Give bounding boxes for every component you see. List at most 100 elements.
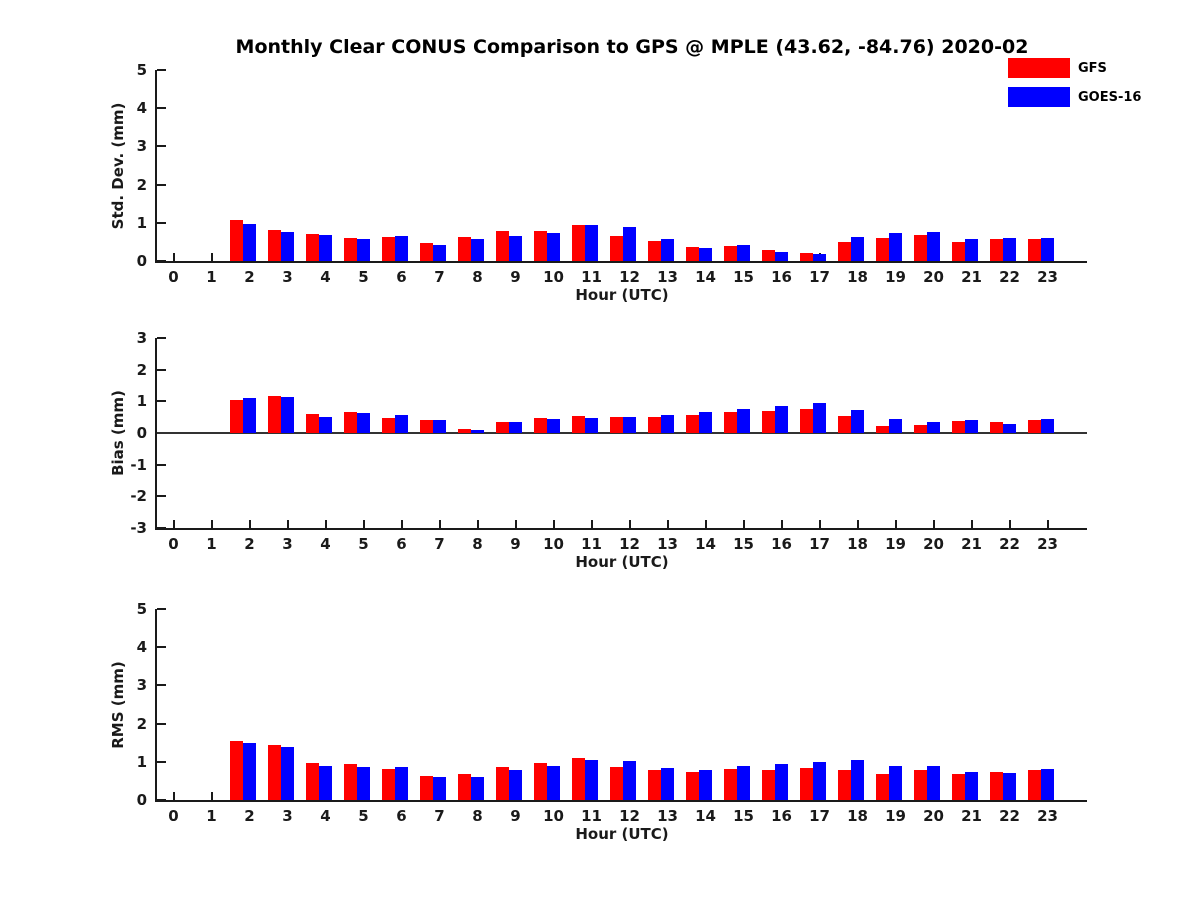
stddev-y-tick-label: 5 <box>136 61 147 79</box>
rms-bar-goes16 <box>812 762 826 800</box>
rms-x-tick-label: 19 <box>885 807 906 825</box>
stddev-y-axis-tick <box>157 145 166 148</box>
rms-bar-gfs <box>229 740 243 800</box>
bias-x-axis-tick <box>894 520 897 528</box>
rms-x-tick-label: 3 <box>282 807 293 825</box>
stddev-x-tick-label: 13 <box>657 268 678 286</box>
stddev-bar-goes16 <box>432 244 446 261</box>
bias-bar-gfs <box>647 417 661 433</box>
rms-bar-goes16 <box>318 766 332 800</box>
bias-x-axis-tick <box>856 520 859 528</box>
stddev-bar-gfs <box>837 241 851 261</box>
bias-bar-gfs <box>229 399 243 433</box>
stddev-bottom-spine <box>155 261 1087 263</box>
rms-bar-goes16 <box>470 776 484 800</box>
rms-y-tick-label: 5 <box>136 600 147 618</box>
bias-x-tick-label: 16 <box>771 535 792 553</box>
bias-bar-goes16 <box>850 409 864 433</box>
chart-title: Monthly Clear CONUS Comparison to GPS @ … <box>235 36 1029 58</box>
stddev-y-axis-tick <box>157 107 166 110</box>
bias-x-tick-label: 12 <box>619 535 640 553</box>
stddev-bar-goes16 <box>584 225 598 261</box>
stddev-bar-gfs <box>951 241 965 261</box>
stddev-y-axis-tick <box>157 221 166 224</box>
stddev-bar-goes16 <box>470 239 484 261</box>
bias-x-tick-label: 21 <box>961 535 982 553</box>
stddev-bar-gfs <box>229 219 243 261</box>
bias-bar-goes16 <box>926 421 940 433</box>
stddev-x-tick-label: 23 <box>1037 268 1058 286</box>
legend-item-goes16: GOES-16 <box>1008 87 1141 107</box>
bias-x-axis-tick <box>666 520 669 528</box>
stddev-bar-gfs <box>305 233 319 261</box>
stddev-x-tick-label: 10 <box>543 268 564 286</box>
bias-bar-goes16 <box>432 420 446 433</box>
bias-x-tick-label: 15 <box>733 535 754 553</box>
bias-bar-goes16 <box>508 421 522 433</box>
stddev-x-tick-label: 9 <box>510 268 521 286</box>
stddev-x-tick-label: 7 <box>434 268 445 286</box>
stddev-bar-gfs <box>989 239 1003 261</box>
bias-x-tick-label: 4 <box>320 535 331 553</box>
rms-bar-goes16 <box>926 766 940 800</box>
stddev-x-tick-label: 11 <box>581 268 602 286</box>
bias-x-tick-label: 10 <box>543 535 564 553</box>
rms-bottom-spine <box>155 800 1087 802</box>
bias-bar-goes16 <box>736 409 750 433</box>
rms-bar-gfs <box>267 744 281 800</box>
stddev-x-tick-label: 14 <box>695 268 716 286</box>
bias-x-axis-tick <box>400 520 403 528</box>
rms-y-axis-tick <box>157 684 166 687</box>
rms-x-tick-label: 11 <box>581 807 602 825</box>
bias-bar-gfs <box>723 412 737 433</box>
gfs-legend-label: GFS <box>1078 60 1107 76</box>
bias-bar-gfs <box>875 426 889 433</box>
rms-y-tick-label: 0 <box>136 791 147 809</box>
bias-y-tick-label: 0 <box>136 424 147 442</box>
goes16-color-swatch <box>1008 87 1070 107</box>
stddev-bar-goes16 <box>622 226 636 261</box>
rms-x-tick-label: 20 <box>923 807 944 825</box>
stddev-bar-gfs <box>381 236 395 261</box>
rms-y-tick-label: 2 <box>136 714 147 733</box>
bias-y-axis-tick <box>157 337 166 339</box>
rms-x-tick-label: 12 <box>619 807 640 825</box>
bias-bar-gfs <box>305 413 319 433</box>
bias-y-tick-label: -1 <box>130 455 147 474</box>
bias-bar-gfs <box>343 412 357 433</box>
stddev-bar-gfs <box>457 237 471 261</box>
bias-bar-gfs <box>1027 419 1041 433</box>
bias-bar-gfs <box>685 415 699 433</box>
rms-x-tick-label: 21 <box>961 807 982 825</box>
bias-y-axis-tick <box>157 463 166 466</box>
bias-x-axis-tick <box>818 520 821 528</box>
rms-y-axis-tick <box>157 722 166 725</box>
rms-y-tick-label: 3 <box>136 676 147 695</box>
stddev-x-tick-label: 4 <box>320 268 331 286</box>
bias-x-axis-tick <box>514 520 517 528</box>
bias-left-spine <box>155 338 157 530</box>
rms-x-tick-label: 0 <box>168 807 179 825</box>
goes16-legend-label: GOES-16 <box>1078 89 1142 105</box>
stddev-bar-gfs <box>761 250 775 261</box>
rms-x-axis-tick <box>210 792 213 800</box>
bias-x-tick-label: 9 <box>510 535 521 553</box>
rms-x-axis-tick <box>172 792 175 800</box>
stddev-bar-goes16 <box>736 244 750 261</box>
bias-bar-gfs <box>951 420 965 433</box>
bias-x-axis-tick <box>1046 520 1049 528</box>
rms-bar-gfs <box>381 769 395 800</box>
stddev-bar-gfs <box>267 229 281 261</box>
bias-bar-gfs <box>913 425 927 433</box>
bias-y-tick-label: -2 <box>130 487 147 506</box>
stddev-x-tick-label: 22 <box>999 268 1020 286</box>
bias-x-axis-tick <box>362 520 365 528</box>
rms-bar-gfs <box>419 775 433 800</box>
legend-item-gfs: GFS <box>1008 58 1141 78</box>
bias-bar-goes16 <box>470 430 484 433</box>
stddev-bar-gfs <box>495 230 509 261</box>
rms-x-tick-label: 14 <box>695 807 716 825</box>
bias-x-tick-label: 18 <box>847 535 868 553</box>
rms-x-tick-label: 16 <box>771 807 792 825</box>
